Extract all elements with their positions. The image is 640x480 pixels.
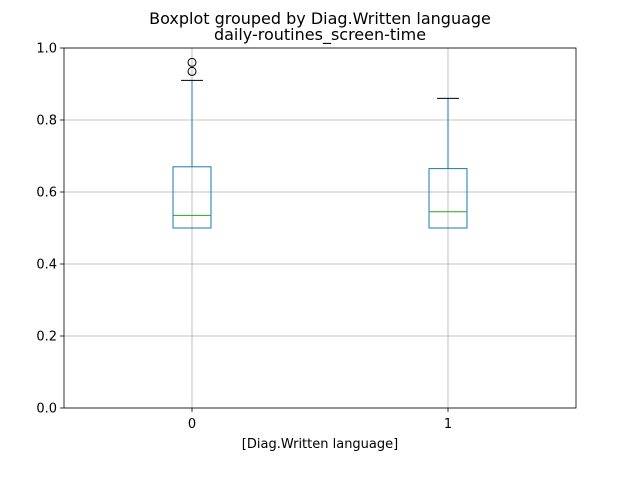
box-group-1 — [428, 97, 468, 229]
boxes — [172, 57, 468, 229]
x-tick-label: 0 — [188, 417, 196, 432]
chart-title: daily-routines_screen-time — [214, 25, 426, 45]
box-iqr — [172, 166, 212, 229]
plot-frame — [63, 47, 577, 409]
y-tick-label: 0.0 — [36, 402, 57, 417]
chart-suptitle: Boxplot grouped by Diag.Written language — [149, 9, 491, 28]
axes-frame — [63, 47, 577, 409]
grid-lines — [64, 47, 576, 409]
y-tick-label: 0.2 — [36, 330, 57, 345]
flier-point — [187, 57, 197, 67]
x-axis-label: [Diag.Written language] — [242, 437, 398, 452]
x-tick-label: 1 — [444, 417, 452, 432]
y-tick-label: 1.0 — [36, 42, 57, 57]
box-iqr — [428, 168, 468, 229]
y-tick-label: 0.6 — [36, 186, 57, 201]
flier-point — [187, 66, 197, 76]
y-tick-label: 0.8 — [36, 114, 57, 129]
y-tick-label: 0.4 — [36, 258, 57, 273]
y-ticks: 0.0 0.2 0.4 0.6 0.8 1.0 — [36, 42, 64, 417]
box-group-0 — [172, 57, 212, 229]
